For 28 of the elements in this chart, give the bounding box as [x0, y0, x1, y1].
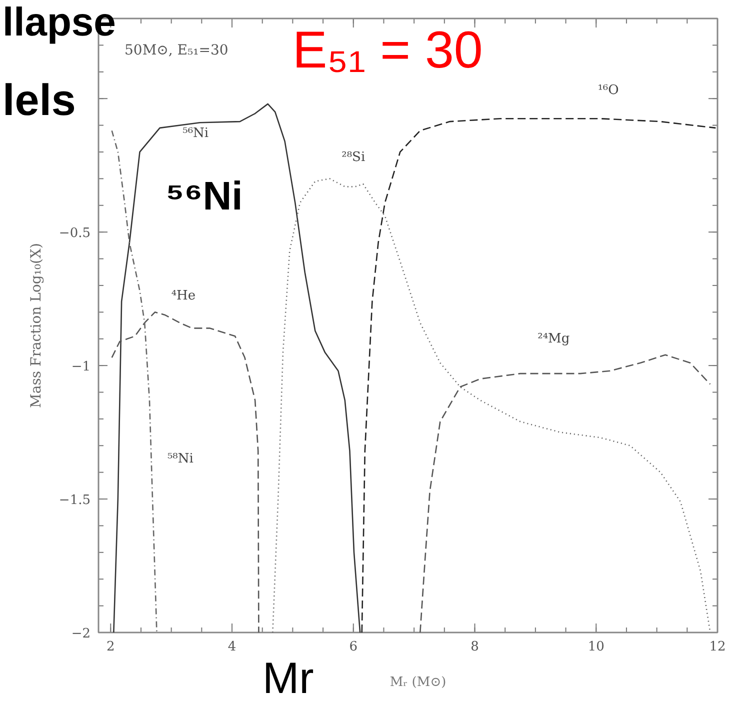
x-tick-label: 12	[709, 640, 726, 654]
x-tick-label: 8	[470, 640, 479, 654]
line-series	[272, 178, 711, 634]
series-label: ⁵⁸Ni	[167, 451, 194, 466]
y-tick-label: −1	[71, 360, 91, 375]
line-series	[419, 354, 711, 634]
y-axis-title: Mass Fraction Log₁₀(X)	[28, 243, 44, 408]
annotation: E₅₁ = 30	[292, 22, 483, 80]
line-series	[111, 312, 260, 634]
text: ²⁴Mg	[538, 331, 570, 346]
y-tick-label: −2	[71, 626, 91, 642]
annotation: llapse	[2, 0, 116, 44]
series-label: ⁵⁶Ni	[182, 126, 209, 141]
x-tick-label: 2	[106, 640, 115, 654]
x-axis-title: Mᵣ (M⊙)	[390, 675, 446, 690]
series-label: ²⁸Si	[342, 150, 366, 165]
series-label: ⁴He	[171, 288, 196, 304]
y-tick-label: −1.5	[58, 493, 91, 508]
x-tick-label: 4	[228, 640, 236, 654]
text: Mr	[262, 654, 314, 703]
annotation: ⁵⁶Ni	[166, 174, 243, 218]
text: lels	[2, 76, 76, 125]
line-series	[111, 130, 158, 634]
annotation: 50M⊙, E₅₁=30	[124, 42, 228, 58]
x-tick-label: 6	[349, 640, 358, 654]
series-label: ¹⁶O	[598, 83, 619, 98]
x-tick-label: 10	[588, 640, 604, 654]
y-tick-label: −0.5	[58, 226, 91, 242]
